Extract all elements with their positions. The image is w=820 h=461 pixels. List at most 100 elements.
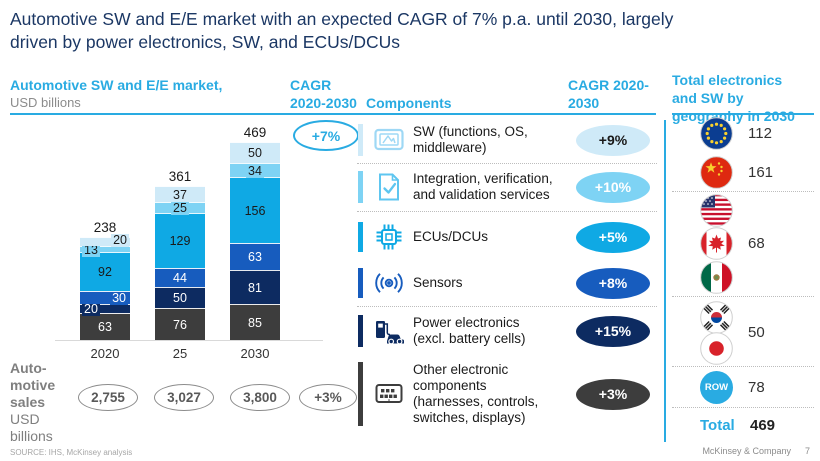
bar-segment-label: 156 [244, 203, 266, 218]
component-label: Sensors [413, 275, 463, 291]
geography-header: Total electronics and SW by geography in… [672, 72, 795, 124]
row-separator [357, 306, 657, 307]
component-cagr-oval: +9% [576, 124, 650, 156]
bar-segment-label: 50 [248, 146, 262, 160]
component-label: ECUs/DCUs [413, 229, 489, 245]
geography-total-value: 469 [750, 417, 776, 434]
bar-segment-label: 92 [98, 265, 112, 279]
component-cagr-oval: +3% [576, 378, 650, 410]
x-axis-line [55, 340, 323, 341]
row-separator [357, 211, 657, 212]
bar-segment-label: 63 [98, 320, 112, 334]
chart-header: Automotive SW and E/E market, [10, 77, 223, 93]
automotive-sales-label-unit: USD billions [10, 411, 53, 444]
bar-segment-label: 63 [248, 250, 262, 264]
bar-segment: 63 [80, 313, 130, 340]
geography-value: 112 [748, 125, 772, 142]
overall-cagr-oval: +7% [293, 120, 359, 151]
bar-segment: 85 [230, 304, 280, 340]
footer: McKinsey & Company 7 [640, 446, 810, 456]
component-cagr-oval: +8% [576, 267, 650, 299]
bar-segment: 63 [230, 243, 280, 270]
bar-segment-label: 20 [82, 302, 100, 316]
bar-segment: 37 [155, 186, 205, 202]
axis-tick-label: 25 [172, 346, 188, 361]
geography-value: 161 [748, 164, 774, 181]
geography-separator [672, 366, 814, 367]
bar-segment-label: 50 [173, 291, 187, 305]
bar-segment: 81 [230, 270, 280, 304]
geography-panel-divider [664, 120, 666, 442]
bar-segment: 20 [80, 302, 130, 316]
cagr-chart-header: CAGR 2020-2030 [290, 77, 357, 111]
component-color-bar [358, 222, 363, 252]
chip-icon [372, 220, 406, 254]
bar-total-label: 469 [243, 125, 267, 140]
stacked-bar-chart: 63 20 30 92 13 20 238 2020 76 50 44 129 25 37 361 25 85 8… [55, 118, 340, 373]
bar-segment: 156 [230, 177, 280, 243]
slide-title: Automotive SW and E/E market with an exp… [10, 9, 674, 53]
geography-total-label: Total [700, 417, 735, 434]
header-underline [10, 113, 656, 115]
bar-segment-label: 25 [171, 201, 189, 215]
geography-value: 78 [748, 379, 765, 396]
component-cagr-oval: +10% [576, 171, 650, 203]
bar-segment: 25 [155, 201, 205, 215]
flag-china-icon [700, 155, 733, 189]
automotive-sales-label-main: Auto- motive sales [10, 360, 56, 410]
ev-charging-icon [372, 314, 406, 348]
bar-segment-label: 44 [173, 271, 187, 285]
bar-segment-label: 81 [248, 280, 262, 295]
chart-header-unit: USD billions [10, 95, 81, 110]
flag-row: ROW [700, 370, 733, 404]
flag-canada-icon [700, 226, 733, 260]
components-header: Components [366, 95, 452, 111]
automotive-sales-label: Auto- motive sales USD billions [10, 360, 80, 445]
bar-total-label: 361 [168, 169, 192, 184]
bar-segment: 20 [80, 233, 130, 247]
component-color-bar [358, 268, 363, 298]
bar-segment: 50 [230, 142, 280, 163]
bar-segment-label: 30 [110, 291, 128, 305]
bar-segment: 50 [155, 287, 205, 308]
component-label: Integration, verification, and validatio… [413, 171, 553, 202]
axis-tick-label: 2030 [240, 346, 270, 361]
component-cagr-oval: +15% [576, 315, 650, 347]
bar-segment-label: 76 [173, 317, 187, 332]
bar-segment: 129 [155, 213, 205, 268]
bar-segment-label: 129 [169, 234, 191, 248]
sensor-waves-icon [372, 266, 406, 300]
geography-header-underline [672, 113, 814, 115]
component-color-bar [358, 315, 363, 347]
page-number: 7 [804, 446, 810, 456]
sales-cagr-oval: +3% [299, 384, 357, 411]
component-label: Other electronic components (harnesses, … [413, 362, 539, 425]
flag-usa-icon [700, 193, 733, 227]
component-cagr-oval: +5% [576, 221, 650, 253]
flag-mexico-icon [700, 260, 733, 294]
component-color-bar [358, 362, 363, 426]
bar-segment-label: 37 [173, 187, 187, 202]
control-panel-icon [372, 377, 406, 411]
bar-segment-label: 20 [111, 233, 129, 247]
bar-segment-label: 13 [82, 242, 100, 257]
geography-value: 68 [748, 235, 765, 252]
sales-value-2030: 3,800 [230, 384, 290, 411]
bar-segment: 13 [80, 243, 130, 257]
component-color-bar [358, 124, 363, 156]
flag-eu-icon [700, 116, 733, 150]
flag-south-korea-icon [700, 300, 733, 334]
component-color-bar [358, 171, 363, 203]
flag-japan-icon [700, 331, 733, 365]
document-check-icon [372, 170, 406, 204]
bar-segment-label: 34 [246, 163, 264, 178]
sales-value-2025: 3,027 [154, 384, 214, 411]
component-label: Power electronics (excl. battery cells) [413, 315, 526, 346]
geography-separator [672, 296, 814, 297]
axis-tick-label: 2020 [90, 346, 120, 361]
brand-name: McKinsey & Company [702, 446, 791, 456]
sales-value-2020: 2,755 [78, 384, 138, 411]
bar-segment-label: 85 [248, 315, 262, 330]
bar-segment: 30 [80, 291, 130, 305]
